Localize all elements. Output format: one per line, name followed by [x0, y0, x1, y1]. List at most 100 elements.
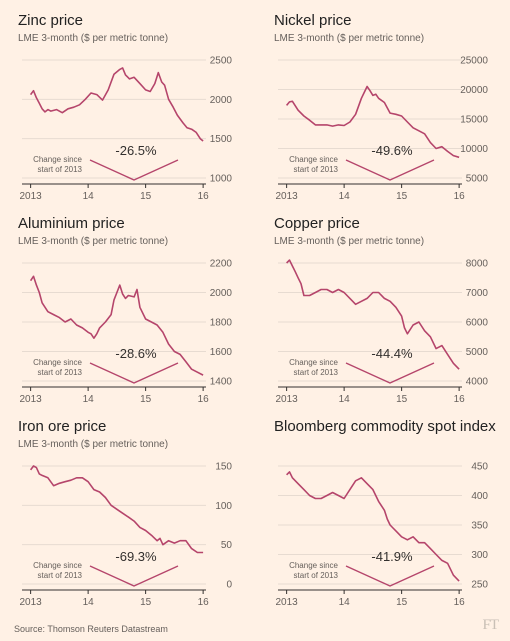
- annotation-label: Change since: [33, 358, 82, 367]
- y-tick-label: 6000: [466, 318, 489, 329]
- y-tick-label: 0: [226, 580, 232, 591]
- x-tick-label: 2013: [276, 394, 299, 405]
- change-percentage: -28.6%: [115, 346, 157, 361]
- price-line: [29, 465, 204, 554]
- y-tick-label: 10000: [460, 144, 488, 155]
- chart-subtitle: LME 3-month ($ per metric tonne): [18, 439, 169, 450]
- y-tick-label: 1000: [210, 174, 233, 185]
- y-tick-label: 300: [471, 550, 488, 561]
- y-tick-label: 15000: [460, 115, 488, 126]
- x-tick-label: 16: [454, 597, 466, 608]
- y-tick-label: 50: [221, 540, 233, 551]
- zinc-chart: Zinc price LME 3-month ($ per metric ton…: [18, 12, 254, 212]
- bloomberg-plot: 250 300 350 400 450 2013 14 15 16 Change sincesta…: [276, 462, 489, 609]
- ft-logo: FT: [482, 617, 498, 633]
- annotation-label: Change since: [33, 561, 82, 570]
- x-tick-label: 2013: [20, 191, 43, 202]
- annotation-label: start of 2013: [294, 368, 339, 377]
- x-tick-label: 15: [396, 394, 408, 405]
- y-tick-label: 7000: [466, 288, 489, 299]
- y-tick-label: 250: [471, 580, 488, 591]
- aluminium-chart: Aluminium price LME 3-month ($ per metri…: [18, 215, 254, 415]
- chart-title: Nickel price: [274, 12, 352, 29]
- chart-subtitle: LME 3-month ($ per metric tonne): [18, 33, 169, 44]
- change-percentage: -49.6%: [371, 143, 413, 158]
- x-tick-label: 15: [140, 191, 152, 202]
- x-tick-label: 15: [396, 597, 408, 608]
- chart-subtitle: LME 3-month ($ per metric tonne): [274, 236, 425, 247]
- price-line: [286, 259, 460, 370]
- x-tick-label: 14: [339, 191, 351, 202]
- chart-subtitle: LME 3-month ($ per metric tonne): [274, 33, 425, 44]
- x-tick-label: 16: [198, 394, 210, 405]
- y-tick-label: 2000: [210, 95, 233, 106]
- y-tick-label: 1800: [210, 318, 233, 329]
- y-tick-label: 2200: [210, 259, 233, 270]
- x-tick-label: 15: [396, 191, 408, 202]
- annotation-label: start of 2013: [38, 571, 83, 580]
- y-tick-label: 150: [215, 462, 232, 473]
- x-tick-label: 14: [83, 191, 95, 202]
- x-tick-label: 15: [140, 394, 152, 405]
- chart-title: Iron ore price: [18, 418, 107, 435]
- chart-title: Aluminium price: [18, 215, 125, 232]
- annotation-label: Change since: [289, 561, 338, 570]
- y-tick-label: 5000: [466, 347, 489, 358]
- y-tick-label: 450: [471, 462, 488, 473]
- chart-title: Bloomberg commodity spot index: [274, 418, 496, 435]
- x-tick-label: 14: [83, 597, 95, 608]
- chart-title: Zinc price: [18, 12, 84, 29]
- change-chevron: [89, 362, 179, 384]
- x-tick-label: 2013: [276, 191, 299, 202]
- aluminium-plot: 1400 1600 1800 2000 2200 2013 14 15 16 Change sin…: [20, 259, 233, 406]
- annotation-label: start of 2013: [294, 165, 339, 174]
- change-chevron: [345, 362, 435, 384]
- x-tick-label: 14: [339, 394, 351, 405]
- x-tick-label: 16: [198, 191, 210, 202]
- annotation-label: Change since: [289, 155, 338, 164]
- x-tick-label: 16: [454, 191, 466, 202]
- copper-chart: Copper price LME 3-month ($ per metric t…: [274, 215, 510, 415]
- price-line: [29, 67, 204, 142]
- change-percentage: -41.9%: [371, 549, 413, 564]
- change-percentage: -26.5%: [115, 143, 157, 158]
- change-percentage: -44.4%: [371, 346, 413, 361]
- change-chevron: [345, 565, 435, 587]
- annotation-label: Change since: [33, 155, 82, 164]
- y-tick-label: 1500: [210, 134, 233, 145]
- y-tick-label: 2000: [210, 288, 233, 299]
- x-tick-label: 15: [140, 597, 152, 608]
- zinc-plot: 1000 1500 2000 2500 2013 14 15 16 Change sincest…: [20, 56, 233, 203]
- y-tick-label: 4000: [466, 377, 489, 388]
- y-tick-label: 100: [215, 501, 232, 512]
- x-tick-label: 2013: [20, 394, 43, 405]
- change-chevron: [345, 159, 435, 181]
- change-percentage: -69.3%: [115, 549, 157, 564]
- iron-ore-chart: Iron ore price LME 3-month ($ per metric…: [18, 418, 254, 618]
- x-tick-label: 14: [83, 394, 95, 405]
- annotation-label: start of 2013: [38, 368, 83, 377]
- x-tick-label: 2013: [276, 597, 299, 608]
- chart-title: Copper price: [274, 215, 360, 232]
- x-tick-label: 16: [198, 597, 210, 608]
- bloomberg-chart: Bloomberg commodity spot index 250 300 350…: [274, 418, 510, 618]
- x-tick-label: 2013: [20, 597, 43, 608]
- source-note: Source: Thomson Reuters Datastream: [14, 624, 168, 634]
- y-tick-label: 400: [471, 491, 488, 502]
- price-line: [285, 85, 460, 159]
- nickel-chart: Nickel price LME 3-month ($ per metric t…: [274, 12, 510, 212]
- annotation-label: start of 2013: [38, 165, 83, 174]
- nickel-plot: 5000 10000 15000 20000 25000 2013 14 15 16 Change…: [276, 56, 489, 203]
- price-line: [286, 471, 460, 582]
- change-chevron: [89, 159, 179, 181]
- x-tick-label: 16: [454, 394, 466, 405]
- price-line: [29, 275, 204, 376]
- copper-plot: 4000 5000 6000 7000 8000 2013 14 15 16 Change sin…: [276, 259, 489, 406]
- change-chevron: [89, 565, 179, 587]
- chart-subtitle: LME 3-month ($ per metric tonne): [18, 236, 169, 247]
- annotation-label: start of 2013: [294, 571, 339, 580]
- y-tick-label: 2500: [210, 56, 233, 67]
- y-tick-label: 1600: [210, 347, 233, 358]
- y-tick-label: 350: [471, 521, 488, 532]
